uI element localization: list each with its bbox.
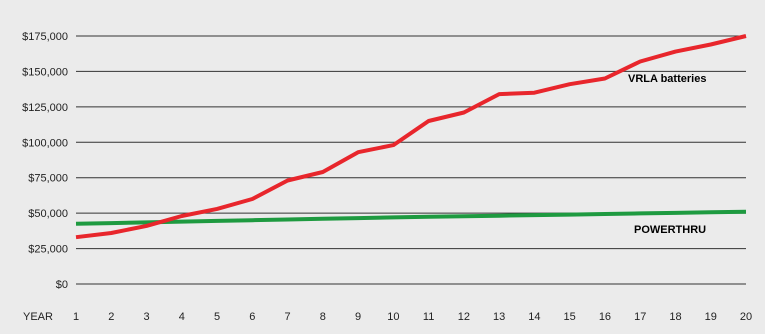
x-tick-label: 8: [320, 311, 326, 323]
series-label-powerthru: POWERTHRU: [634, 224, 706, 236]
x-tick-label: 10: [387, 311, 399, 323]
x-tick-label: 6: [249, 311, 255, 323]
x-tick-label: 18: [669, 311, 681, 323]
x-tick-label: 11: [423, 311, 434, 323]
x-tick-label: 17: [634, 311, 646, 323]
y-tick-label: $150,000: [22, 66, 68, 78]
x-tick-label: 1: [73, 311, 79, 323]
x-tick-label: 2: [108, 311, 114, 323]
x-tick-label: 13: [493, 311, 505, 323]
x-tick-label: 12: [458, 311, 470, 323]
x-axis-ticks: YEAR 1 2 3 4 5 6 7 8 9 10 11 12 13 14 15 16 17 18 19 20: [23, 311, 752, 323]
x-tick-label: 7: [285, 311, 291, 323]
series-line-powerthru: [75, 209, 747, 226]
x-axis-label: YEAR: [23, 311, 53, 323]
series-line-vrla: [75, 34, 747, 240]
x-tick-label: 9: [355, 311, 361, 323]
x-tick-label: 3: [143, 311, 149, 323]
y-tick-label: $75,000: [28, 173, 68, 185]
x-tick-label: 15: [564, 311, 576, 323]
y-tick-label: $100,000: [22, 137, 68, 149]
x-tick-label: 20: [740, 311, 752, 323]
y-tick-label: $125,000: [22, 102, 68, 114]
x-tick-label: 16: [599, 311, 611, 323]
x-tick-label: 19: [705, 311, 717, 323]
x-tick-label: 4: [179, 311, 185, 323]
series-label-vrla: VRLA batteries: [628, 73, 706, 85]
y-tick-label: $0: [56, 279, 68, 291]
y-axis-ticks: $0 $25,000 $50,000 $75,000 $100,000 $125,000 $…: [22, 31, 68, 291]
y-tick-label: $25,000: [28, 244, 68, 256]
x-tick-label: 5: [214, 311, 220, 323]
y-tick-label: $50,000: [28, 208, 68, 220]
y-tick-label: $175,000: [22, 31, 68, 43]
x-tick-label: 14: [528, 311, 540, 323]
series-lines: [75, 34, 747, 240]
